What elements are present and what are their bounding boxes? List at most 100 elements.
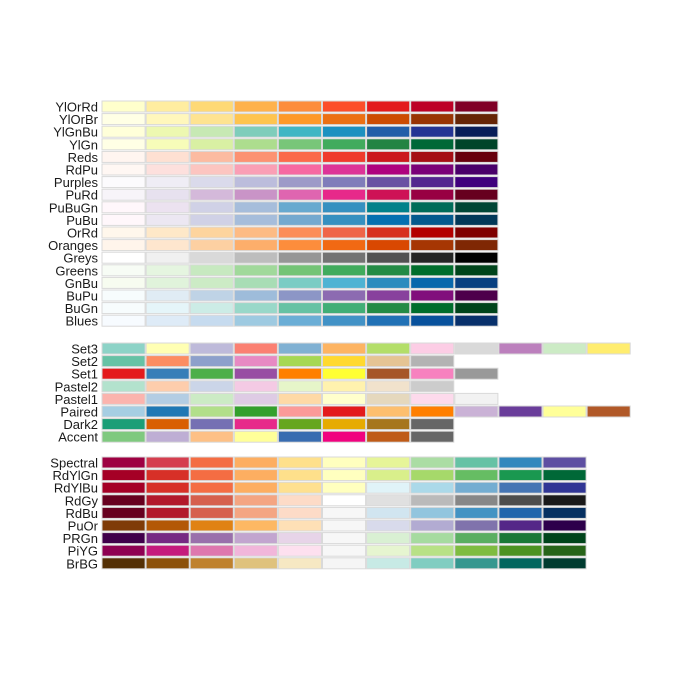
swatch-dark2-1 [101,418,146,431]
swatch-rdpu-8 [410,163,455,176]
swatch-brbg-3 [189,557,234,570]
swatch-pubugn-2 [145,201,190,214]
swatch-blues-9 [454,314,499,327]
swatch-pastel2-8 [410,380,455,393]
swatch-greens-8 [410,264,455,277]
swatch-pubugn-7 [366,201,411,214]
swatch-brbg-1 [101,557,146,570]
swatch-rdylgn-11 [542,469,587,482]
palette-label: RdYlBu [54,481,98,496]
swatch-brbg-6 [322,557,367,570]
swatch-piyg-5 [277,544,322,557]
swatch-rdbu-8 [410,506,455,519]
palette-label: OrRd [67,226,98,241]
swatch-ylgnbu-8 [410,125,455,138]
swatch-accent-7 [366,430,411,443]
swatch-rdylgn-10 [498,469,543,482]
swatch-rdgy-5 [277,494,322,507]
swatch-greys-3 [189,251,234,264]
swatch-brbg-5 [277,557,322,570]
swatch-rdylbu-7 [366,481,411,494]
swatch-dark2-5 [277,418,322,431]
swatch-prgn-1 [101,532,146,545]
swatch-pastel1-8 [410,392,455,405]
swatch-oranges-3 [189,239,234,252]
palette-label: Pastel1 [55,392,98,407]
swatch-rdbu-6 [322,506,367,519]
swatch-pastel1-5 [277,392,322,405]
swatch-bupu-5 [277,289,322,302]
palette-label: PRGn [63,531,98,546]
swatch-rdgy-7 [366,494,411,507]
swatch-ylorrd-8 [410,100,455,113]
swatch-brbg-9 [454,557,499,570]
swatch-bugn-1 [101,302,146,315]
swatch-pastel1-6 [322,392,367,405]
swatch-pastel1-3 [189,392,234,405]
swatch-puor-7 [366,519,411,532]
swatch-ylorrd-1 [101,100,146,113]
palette-label: GnBu [65,276,98,291]
swatch-blues-5 [277,314,322,327]
swatch-greys-8 [410,251,455,264]
swatch-brbg-4 [233,557,278,570]
swatch-bupu-6 [322,289,367,302]
swatch-paired-10 [498,405,543,418]
swatch-paired-12 [586,405,631,418]
palette-label: Spectral [50,456,98,471]
swatch-orrd-2 [145,226,190,239]
swatch-rdgy-1 [101,494,146,507]
swatch-paired-5 [277,405,322,418]
swatch-set3-8 [410,342,455,355]
swatch-paired-11 [542,405,587,418]
swatch-paired-6 [322,405,367,418]
swatch-dark2-4 [233,418,278,431]
swatch-rdylgn-8 [410,469,455,482]
swatch-rdpu-7 [366,163,411,176]
swatch-rdbu-5 [277,506,322,519]
palette-label: PuOr [68,519,99,534]
swatch-greens-6 [322,264,367,277]
palette-label: PuRd [65,188,98,203]
swatch-ylgnbu-1 [101,125,146,138]
swatch-brbg-10 [498,557,543,570]
swatch-pubugn-1 [101,201,146,214]
swatch-orrd-3 [189,226,234,239]
swatch-ylorbr-4 [233,113,278,126]
swatch-set3-3 [189,342,234,355]
swatch-pastel1-1 [101,392,146,405]
swatch-puor-2 [145,519,190,532]
swatch-purd-2 [145,188,190,201]
swatch-purd-5 [277,188,322,201]
swatch-rdylgn-5 [277,469,322,482]
swatch-greys-1 [101,251,146,264]
swatch-spectral-8 [410,456,455,469]
swatch-purd-3 [189,188,234,201]
swatch-spectral-7 [366,456,411,469]
swatch-brbg-2 [145,557,190,570]
palette-label: Purples [54,175,99,190]
swatch-greys-4 [233,251,278,264]
swatch-piyg-2 [145,544,190,557]
swatch-rdylbu-10 [498,481,543,494]
swatch-rdgy-6 [322,494,367,507]
swatch-pubu-1 [101,213,146,226]
swatch-dark2-6 [322,418,367,431]
swatch-spectral-3 [189,456,234,469]
swatch-orrd-5 [277,226,322,239]
swatch-greens-2 [145,264,190,277]
swatch-purples-8 [410,176,455,189]
swatch-ylorbr-9 [454,113,499,126]
swatch-purd-7 [366,188,411,201]
swatch-brbg-7 [366,557,411,570]
swatch-ylorbr-3 [189,113,234,126]
swatch-rdylbu-6 [322,481,367,494]
swatch-bugn-4 [233,302,278,315]
swatch-prgn-7 [366,532,411,545]
swatch-rdylgn-6 [322,469,367,482]
swatch-prgn-2 [145,532,190,545]
swatch-set1-4 [233,367,278,380]
swatch-rdylgn-9 [454,469,499,482]
swatch-ylorbr-1 [101,113,146,126]
swatch-pubu-5 [277,213,322,226]
